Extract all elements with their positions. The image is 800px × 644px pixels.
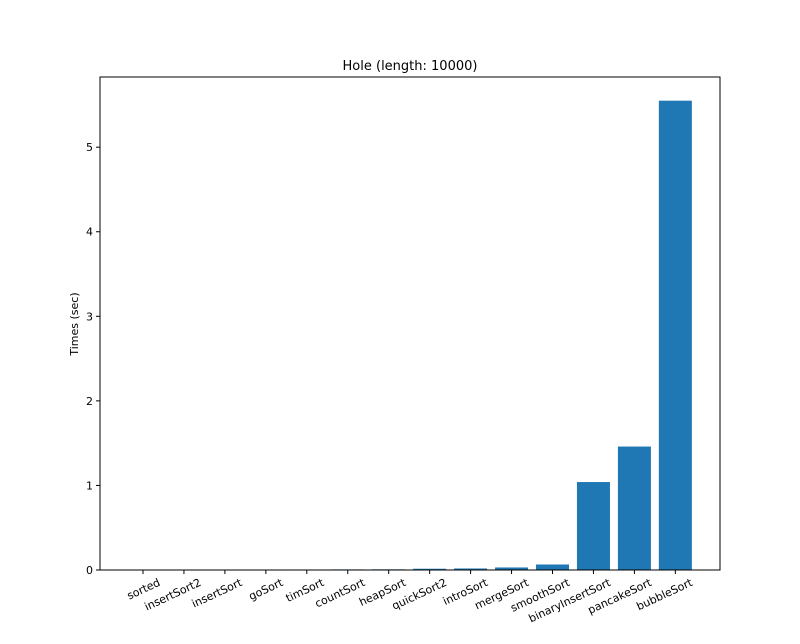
- y-tick-label: 5: [86, 141, 93, 154]
- bar-bubbleSort: [659, 101, 692, 570]
- y-tick-label: 1: [86, 479, 93, 492]
- bar-pancakeSort: [618, 447, 651, 570]
- y-tick-label: 2: [86, 395, 93, 408]
- y-axis-label: Times (sec): [68, 292, 81, 356]
- y-tick-label: 0: [86, 564, 93, 577]
- chart-title: Hole (length: 10000): [343, 59, 478, 74]
- bar-binaryInsertSort: [577, 482, 610, 570]
- y-tick-label: 4: [86, 226, 93, 239]
- bar-smoothSort: [536, 565, 569, 571]
- y-tick-label: 3: [86, 310, 93, 323]
